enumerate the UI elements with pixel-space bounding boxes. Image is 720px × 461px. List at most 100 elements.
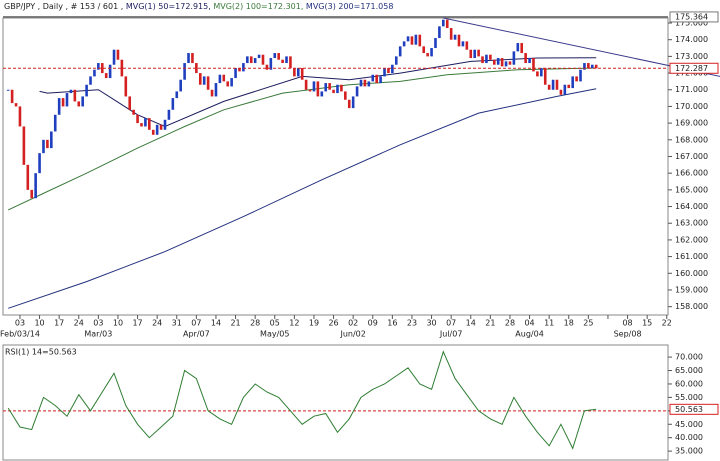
candle bbox=[65, 93, 69, 107]
candle bbox=[465, 41, 469, 50]
candle bbox=[187, 53, 190, 64]
x-tick-label: 16 bbox=[387, 319, 397, 328]
candle bbox=[489, 54, 492, 60]
y-tick-label: 163.000 bbox=[675, 219, 708, 228]
x-tick-label: 02 bbox=[348, 319, 358, 328]
candle bbox=[148, 118, 151, 130]
candle bbox=[442, 19, 445, 27]
candle bbox=[340, 84, 343, 92]
candle bbox=[242, 63, 245, 72]
candle bbox=[563, 84, 567, 95]
x-tick-label: 19 bbox=[309, 319, 319, 328]
candle bbox=[387, 68, 390, 74]
candle bbox=[249, 56, 253, 64]
candle bbox=[587, 63, 590, 69]
candle bbox=[34, 173, 37, 199]
candle bbox=[410, 36, 414, 45]
y-tick-label: 164.000 bbox=[675, 202, 708, 211]
candle bbox=[375, 74, 378, 84]
candle bbox=[500, 58, 504, 67]
candle bbox=[206, 76, 210, 90]
candle bbox=[234, 68, 237, 79]
y-tick-label: 173.000 bbox=[675, 52, 708, 61]
current-price-label: 172.287 bbox=[675, 64, 708, 73]
candle bbox=[116, 49, 120, 60]
candle bbox=[128, 96, 132, 110]
moving-average bbox=[8, 88, 597, 309]
candle bbox=[179, 79, 182, 92]
y-tick-label: 55.000 bbox=[675, 393, 703, 402]
candle bbox=[516, 43, 520, 52]
candle bbox=[355, 86, 359, 97]
y-tick-label: 170.000 bbox=[675, 102, 708, 111]
candle bbox=[57, 98, 61, 115]
candle bbox=[89, 76, 92, 85]
y-tick-label: 168.000 bbox=[675, 135, 708, 144]
candle bbox=[312, 81, 316, 92]
candle bbox=[520, 43, 524, 54]
candle bbox=[508, 61, 512, 65]
x-tick-label: 15 bbox=[642, 319, 652, 328]
x-tick-label: 21 bbox=[485, 319, 495, 328]
rsi-line bbox=[7, 350, 597, 450]
x-tick-label: 28 bbox=[250, 319, 260, 328]
candle bbox=[363, 79, 367, 87]
candle bbox=[277, 53, 280, 60]
candle bbox=[261, 54, 265, 65]
month-label: Mar/03 bbox=[84, 330, 112, 339]
x-tick-label: 03 bbox=[15, 319, 25, 328]
x-tick-label: 17 bbox=[54, 319, 64, 328]
candle bbox=[155, 124, 159, 135]
candle bbox=[406, 36, 410, 42]
x-tick-label: 10 bbox=[34, 319, 44, 328]
candle bbox=[532, 58, 535, 72]
candle bbox=[69, 89, 73, 94]
candle bbox=[191, 53, 194, 64]
candle bbox=[300, 68, 304, 80]
x-tick-label: 24 bbox=[152, 319, 162, 328]
y-tick-label: 174.000 bbox=[675, 35, 708, 44]
candle bbox=[422, 46, 426, 54]
rsi-title: RSI(1) 14=50.563 bbox=[5, 348, 77, 357]
candle bbox=[383, 68, 386, 77]
candle bbox=[543, 68, 547, 85]
chart-header: GBP/JPY , Daily , # 153 / 601 , MVG(1) 5… bbox=[4, 2, 393, 11]
y-tick-label: 159.000 bbox=[675, 285, 708, 294]
y-tick-label: 40.000 bbox=[675, 433, 703, 442]
candle bbox=[281, 59, 284, 64]
candle bbox=[504, 61, 508, 67]
month-label: May/05 bbox=[260, 330, 289, 339]
high-label: 175.364 bbox=[675, 12, 708, 21]
x-tick-label: 14 bbox=[466, 319, 476, 328]
price-panel bbox=[2, 17, 669, 316]
candle bbox=[414, 34, 418, 45]
candle bbox=[226, 81, 230, 87]
candle bbox=[371, 74, 375, 82]
candle bbox=[285, 56, 288, 64]
candle bbox=[473, 49, 476, 59]
candle bbox=[198, 73, 202, 85]
y-tick-label: 158.000 bbox=[675, 302, 708, 311]
candle bbox=[230, 78, 233, 87]
candle bbox=[265, 64, 269, 70]
candle bbox=[50, 131, 53, 149]
x-tick-label: 30 bbox=[426, 319, 436, 328]
x-tick-label: 22 bbox=[662, 319, 672, 328]
y-tick-label: 162.000 bbox=[675, 235, 708, 244]
y-tick-label: 165.000 bbox=[675, 185, 708, 194]
candle bbox=[449, 28, 453, 40]
candle bbox=[183, 63, 186, 80]
candle bbox=[477, 49, 480, 57]
x-tick-label: 03 bbox=[93, 319, 103, 328]
candle bbox=[328, 83, 331, 90]
candle bbox=[324, 83, 328, 92]
month-label: Apr/07 bbox=[183, 330, 210, 339]
candle bbox=[426, 53, 429, 57]
candle bbox=[222, 74, 226, 82]
candle bbox=[163, 119, 167, 130]
candle bbox=[151, 129, 155, 135]
candle bbox=[528, 58, 531, 64]
month-label: Feb/03/14 bbox=[0, 330, 40, 339]
y-tick-label: 167.000 bbox=[675, 152, 708, 161]
